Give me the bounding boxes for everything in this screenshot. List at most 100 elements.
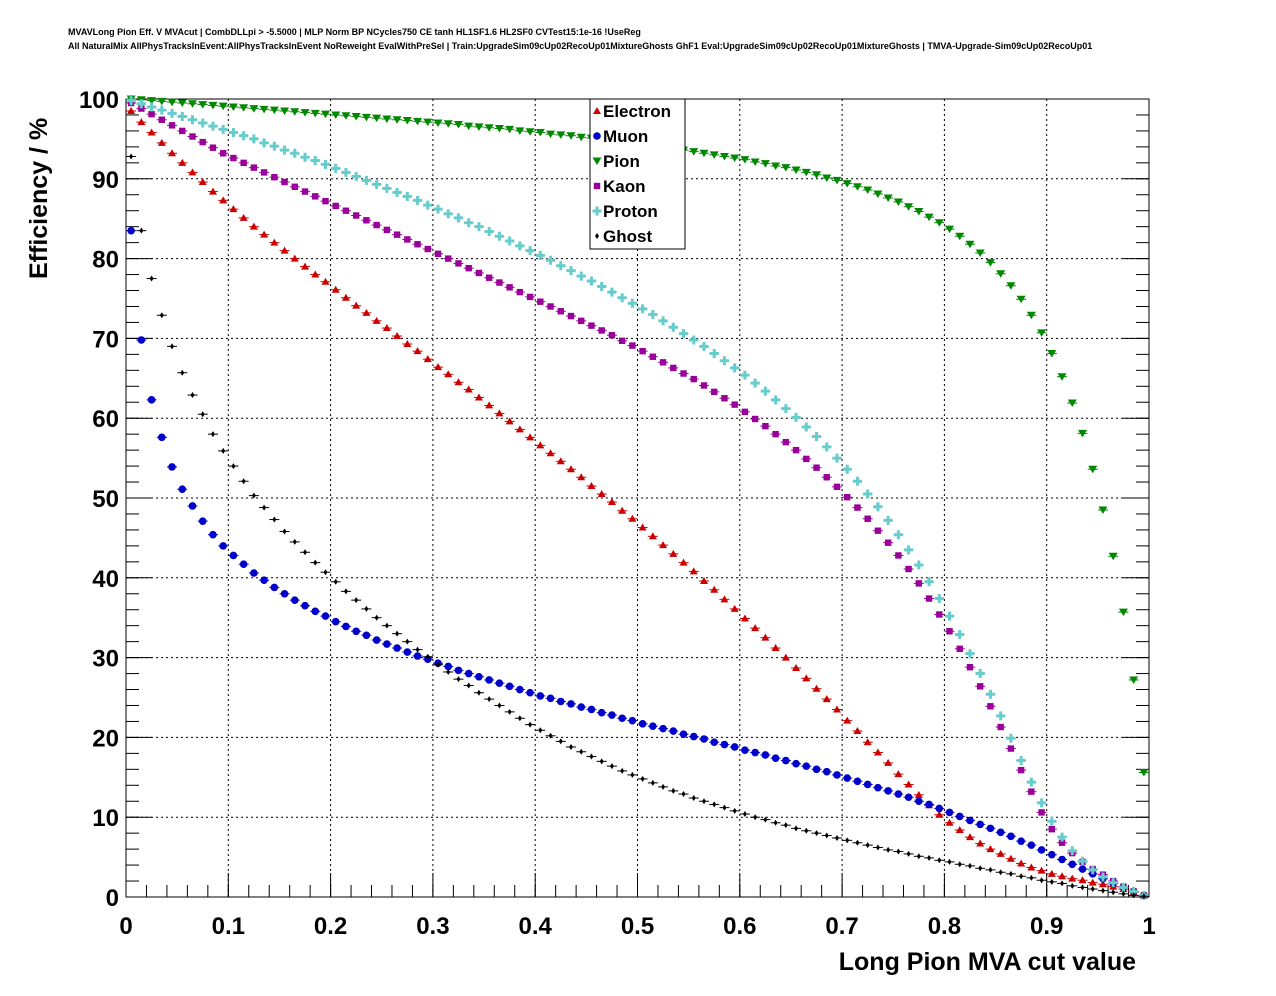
proton-point xyxy=(597,282,607,292)
electron-point xyxy=(1017,859,1026,867)
kaon-point xyxy=(271,174,278,181)
y-tick-label: 80 xyxy=(92,247,119,274)
muon-point xyxy=(996,828,1005,837)
pion-point xyxy=(351,113,361,121)
pion-point xyxy=(443,120,453,128)
electron-point xyxy=(474,393,483,401)
pion-point xyxy=(1088,465,1098,474)
pion-point xyxy=(699,149,709,158)
pion-point xyxy=(924,213,934,222)
legend-marker-muon xyxy=(593,132,601,140)
ghost-point xyxy=(548,732,553,739)
proton-point xyxy=(484,226,494,236)
ghost-point xyxy=(855,839,860,846)
proton-point xyxy=(249,134,259,144)
kaon-point xyxy=(966,663,974,671)
proton-point xyxy=(893,530,903,540)
ghost-point xyxy=(834,834,839,841)
legend-marker-pion xyxy=(592,157,602,165)
y-tick-label: 70 xyxy=(92,326,119,353)
kaon-point xyxy=(260,169,268,176)
pion-point xyxy=(474,123,484,131)
kaon-point xyxy=(485,274,493,281)
kaon-point xyxy=(240,159,247,167)
pion-point xyxy=(934,219,944,227)
electron-point xyxy=(853,727,862,735)
kaon-point xyxy=(925,595,933,602)
kaon-point xyxy=(312,193,319,200)
kaon-point xyxy=(813,464,820,471)
muon-point xyxy=(894,790,903,798)
pion-point xyxy=(945,225,955,234)
ghost-point xyxy=(517,715,522,722)
ghost-point xyxy=(1049,878,1054,885)
kaon-point xyxy=(434,250,442,258)
proton-point xyxy=(505,236,515,246)
legend: Electron Muon Pion Kaon Proton Ghost xyxy=(589,98,686,250)
electron-point xyxy=(434,363,443,371)
electron-point xyxy=(454,378,463,386)
muon-point xyxy=(464,669,473,678)
ghost-point xyxy=(231,463,236,470)
electron-point xyxy=(290,254,299,262)
muon-point xyxy=(526,688,534,697)
kaon-point xyxy=(1028,788,1035,795)
proton-point xyxy=(341,167,351,177)
muon-point xyxy=(822,767,831,776)
muon-point xyxy=(403,648,412,656)
electron-point xyxy=(413,347,422,355)
ghost-point xyxy=(814,830,819,837)
proton-point xyxy=(1026,777,1036,787)
proton-point xyxy=(566,266,576,276)
chart-title-line-2: All NaturalMix AllPhysTracksInEvent:AllP… xyxy=(68,41,1093,51)
muon-point xyxy=(741,746,749,754)
kaon-point xyxy=(864,515,871,522)
ghost-point xyxy=(896,848,901,855)
pion-point xyxy=(760,160,770,168)
proton-point xyxy=(791,412,801,422)
pion-point xyxy=(167,98,177,107)
muon-point xyxy=(976,820,985,829)
electron-point xyxy=(904,780,913,788)
pion-point xyxy=(331,111,341,119)
muon-point xyxy=(260,576,268,584)
proton-point xyxy=(228,128,238,138)
proton-point xyxy=(1118,882,1128,892)
proton-point xyxy=(351,171,361,181)
pion-point xyxy=(382,115,392,123)
kaon-point xyxy=(629,342,636,349)
ghost-point xyxy=(313,559,318,566)
electron-point xyxy=(1006,854,1015,862)
legend-label-proton: Proton xyxy=(603,202,658,221)
muon-point xyxy=(372,636,381,644)
x-tick-label: 0.7 xyxy=(825,913,858,940)
data-series xyxy=(126,95,1149,900)
electron-point xyxy=(147,128,156,136)
electron-point xyxy=(689,567,698,575)
ghost-point xyxy=(538,727,543,734)
ghost-point xyxy=(528,721,533,728)
x-tick-label: 0.9 xyxy=(1030,913,1063,940)
ghost-point xyxy=(978,865,983,872)
proton-point xyxy=(607,287,617,297)
kaon-point xyxy=(670,364,677,372)
muon-point xyxy=(720,740,729,749)
y-tick-label: 50 xyxy=(92,486,119,513)
ghost-point xyxy=(773,819,778,826)
y-tick-label: 10 xyxy=(92,805,119,832)
proton-point xyxy=(873,502,883,512)
electron-point xyxy=(260,230,269,238)
electron-point xyxy=(577,473,586,481)
electron-point xyxy=(168,149,177,157)
ghost-point xyxy=(988,866,993,873)
ghost-point xyxy=(436,661,441,668)
proton-point xyxy=(975,669,985,679)
electron-point xyxy=(730,604,739,612)
electron-point xyxy=(270,238,279,246)
muon-point xyxy=(853,777,862,786)
muon-point xyxy=(577,703,586,711)
electron-point xyxy=(352,301,361,309)
ghost-point xyxy=(1131,892,1136,899)
proton-point xyxy=(586,276,596,286)
muon-point xyxy=(751,748,759,757)
